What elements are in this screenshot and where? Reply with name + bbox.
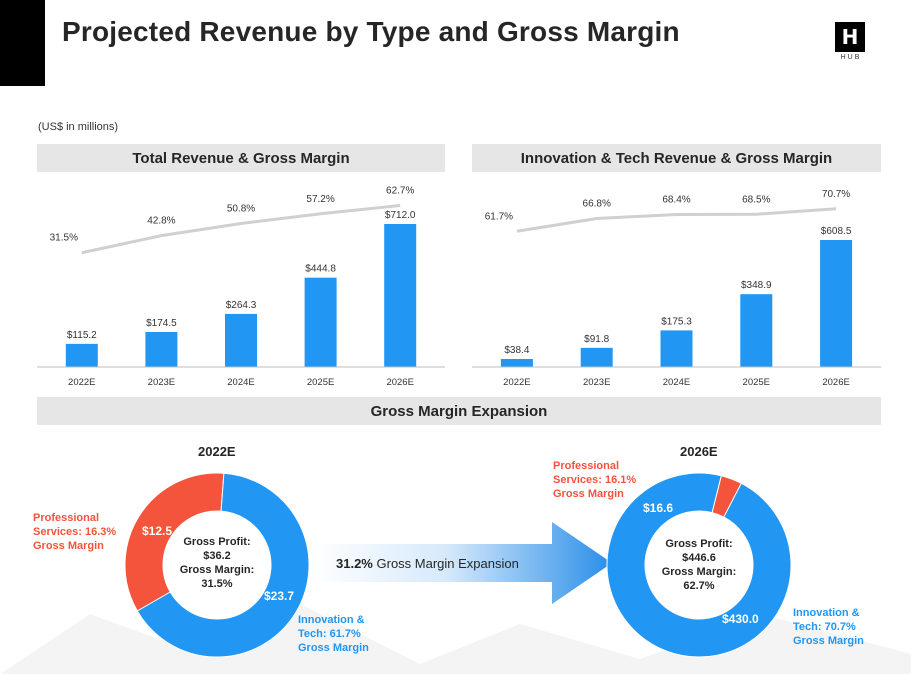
tech-revenue-bar-2026E <box>820 240 853 367</box>
total-revenue-x-tick: 2025E <box>307 377 334 388</box>
tech-label-2022: Innovation & Tech: 61.7% Gross Margin <box>298 613 369 655</box>
tech-revenue-x-tick: 2023E <box>583 377 610 388</box>
logo-mark: H <box>835 22 865 52</box>
tech-revenue-bar-2022E <box>500 358 533 367</box>
tech-revenue-margin-label: 61.7% <box>485 211 513 222</box>
tech-revenue-bar-2024E <box>660 330 693 367</box>
company-logo: H HUB <box>835 22 867 68</box>
total-revenue-margin-label: 50.8% <box>227 203 255 214</box>
tech-revenue-value-label: $38.4 <box>504 345 529 356</box>
total-revenue-value-label: $712.0 <box>385 210 416 221</box>
page-title: Projected Revenue by Type and Gross Marg… <box>62 16 680 47</box>
total-revenue-header: Total Revenue & Gross Margin <box>37 144 445 172</box>
tech-revenue-bar-2025E <box>740 294 773 367</box>
header-accent-bar <box>0 0 45 86</box>
professional-label-2022-line2: Services: 16.3% <box>33 526 117 538</box>
total-revenue-x-tick: 2023E <box>148 377 175 388</box>
professional-label-2026-line3: Gross Margin <box>553 488 624 500</box>
total-revenue-margin-label: 42.8% <box>147 216 175 227</box>
tech-revenue-margin-label: 68.4% <box>662 195 690 206</box>
center-2026-line1: Gross Profit: <box>665 538 733 550</box>
tech-revenue-value-label: $348.9 <box>741 280 772 291</box>
donut-chart-2022 <box>124 472 310 658</box>
tech-label-2026-line2: Tech: 70.7% <box>793 621 856 633</box>
center-2022-line3: Gross Margin: <box>179 564 255 576</box>
tech-label-2026-line1: Innovation & <box>793 607 860 619</box>
professional-label-2026: Professional Services: 16.1% Gross Margi… <box>553 459 636 501</box>
total-revenue-value-label: $444.8 <box>305 264 336 275</box>
center-2026-line4: 62.7% <box>683 580 715 592</box>
professional-label-2026-line2: Services: 16.1% <box>553 474 637 486</box>
tech-revenue-chart: $38.4 2022E $91.8 2023E $175.3 2024E $348.9 202… <box>472 189 881 388</box>
total-revenue-x-tick: 2024E <box>227 377 254 388</box>
expansion-arrow-label: 31.2% Gross Margin Expansion <box>336 556 519 571</box>
gross-margin-header: Gross Margin Expansion <box>37 397 881 425</box>
tech-label-2026: Innovation & Tech: 70.7% Gross Margin <box>793 606 864 648</box>
donut-2026-center: Gross Profit: $446.6 Gross Margin: 62.7% <box>654 537 744 593</box>
professional-label-2026-line1: Professional <box>553 460 620 472</box>
tech-revenue-margin-label: 68.5% <box>742 194 770 205</box>
tech-revenue-value-label: $175.3 <box>661 316 692 327</box>
total-revenue-bar-2026E <box>384 224 417 367</box>
donut-2022-center: Gross Profit: $36.2 Gross Margin: 31.5% <box>172 535 262 591</box>
slice-2022-professional-value: $12.5 <box>142 524 173 538</box>
total-revenue-chart: $115.2 2022E $174.5 2023E $264.3 2024E $444.8 2… <box>37 185 445 388</box>
total-revenue-bar-2022E <box>65 343 98 367</box>
professional-label-2022-line1: Professional <box>33 512 100 524</box>
expansion-text: Gross Margin Expansion <box>376 556 519 571</box>
total-revenue-margin-label: 62.7% <box>386 185 414 196</box>
total-revenue-value-label: $174.5 <box>146 318 177 329</box>
slice-2026-professional-value: $16.6 <box>643 501 674 515</box>
tech-revenue-margin-label: 66.8% <box>583 199 611 210</box>
tech-revenue-x-tick: 2026E <box>822 377 849 388</box>
tech-label-2026-line3: Gross Margin <box>793 635 864 647</box>
center-2022-line2: $36.2 <box>203 550 231 562</box>
units-note: (US$ in millions) <box>38 121 119 133</box>
total-revenue-bar-2025E <box>304 277 337 367</box>
tech-revenue-value-label: $91.8 <box>584 334 609 345</box>
center-2026-line3: Gross Margin: <box>661 566 737 578</box>
total-revenue-margin-label: 31.5% <box>50 233 78 244</box>
expansion-value: 31.2% <box>336 556 373 571</box>
tech-label-2022-line1: Innovation & <box>298 614 365 626</box>
center-2022-line4: 31.5% <box>201 578 233 590</box>
donut-chart-2026 <box>606 472 792 658</box>
tech-label-2022-line3: Gross Margin <box>298 642 369 654</box>
total-revenue-value-label: $264.3 <box>226 300 257 311</box>
tech-revenue-x-tick: 2024E <box>663 377 690 388</box>
slice-2026-tech-value: $430.0 <box>722 612 759 626</box>
donut-2022-slice-0 <box>124 472 225 612</box>
total-revenue-bar-2023E <box>145 331 178 367</box>
total-revenue-value-label: $115.2 <box>67 330 97 341</box>
donut-2026-title: 2026E <box>680 444 718 459</box>
slice-2022-tech-value: $23.7 <box>264 589 295 603</box>
center-2026-line2: $446.6 <box>682 552 716 564</box>
tech-revenue-header: Innovation & Tech Revenue & Gross Margin <box>472 144 881 172</box>
total-revenue-margin-label: 57.2% <box>306 194 334 205</box>
tech-revenue-x-tick: 2025E <box>743 377 770 388</box>
donut-2022-slice-1 <box>136 472 310 658</box>
center-2022-line1: Gross Profit: <box>183 536 251 548</box>
logo-text: HUB <box>840 54 862 61</box>
tech-revenue-margin-line <box>516 207 837 233</box>
donut-2026-slice-1 <box>606 472 792 658</box>
donut-2022-title: 2022E <box>198 444 236 459</box>
total-revenue-bar-2024E <box>225 313 257 367</box>
tech-revenue-x-tick: 2022E <box>503 377 530 388</box>
expansion-arrow <box>312 522 612 604</box>
professional-label-2022: Professional Services: 16.3% Gross Margi… <box>33 511 116 553</box>
total-revenue-x-tick: 2022E <box>68 377 95 388</box>
total-revenue-x-tick: 2026E <box>386 377 413 388</box>
professional-label-2022-line3: Gross Margin <box>33 540 104 552</box>
tech-revenue-margin-label: 70.7% <box>822 189 850 200</box>
total-revenue-margin-line <box>81 203 401 255</box>
tech-label-2022-line2: Tech: 61.7% <box>298 628 361 640</box>
tech-revenue-value-label: $608.5 <box>821 226 852 237</box>
tech-revenue-bar-2023E <box>580 347 613 367</box>
